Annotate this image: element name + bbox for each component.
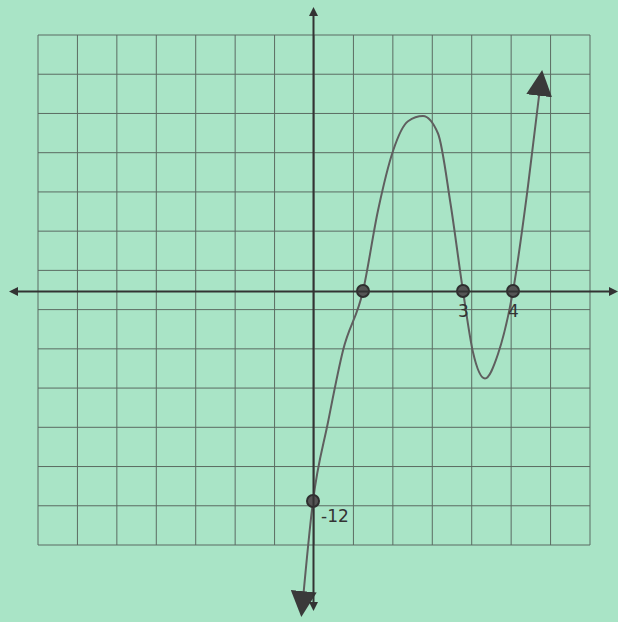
- paper-line: [550, 35, 551, 545]
- paper-line: [392, 35, 393, 545]
- x-tick-label: 3: [458, 301, 469, 321]
- x-tick: 4: [508, 291, 519, 321]
- paper-line: [590, 35, 591, 545]
- chart: 3 4 -12: [0, 0, 618, 622]
- paper-line: [77, 35, 78, 545]
- x-tick-label: 4: [508, 301, 519, 321]
- paper-line: [195, 35, 196, 545]
- paper-line: [156, 35, 157, 545]
- paper-line: [116, 35, 117, 545]
- curve: [303, 88, 540, 599]
- y-tick-label: -12: [321, 506, 349, 526]
- y-axis-line: [313, 12, 315, 607]
- paper-line: [38, 35, 39, 545]
- paper-line: [274, 35, 275, 545]
- x-tick: 3: [458, 291, 469, 321]
- paper-line: [432, 35, 433, 545]
- paper-line: [235, 35, 236, 545]
- paper-line: [353, 35, 354, 545]
- y-tick: -12: [313, 502, 349, 526]
- y-axis: -12: [313, 12, 349, 607]
- plot-area: [303, 88, 540, 599]
- paper-line: [471, 35, 472, 545]
